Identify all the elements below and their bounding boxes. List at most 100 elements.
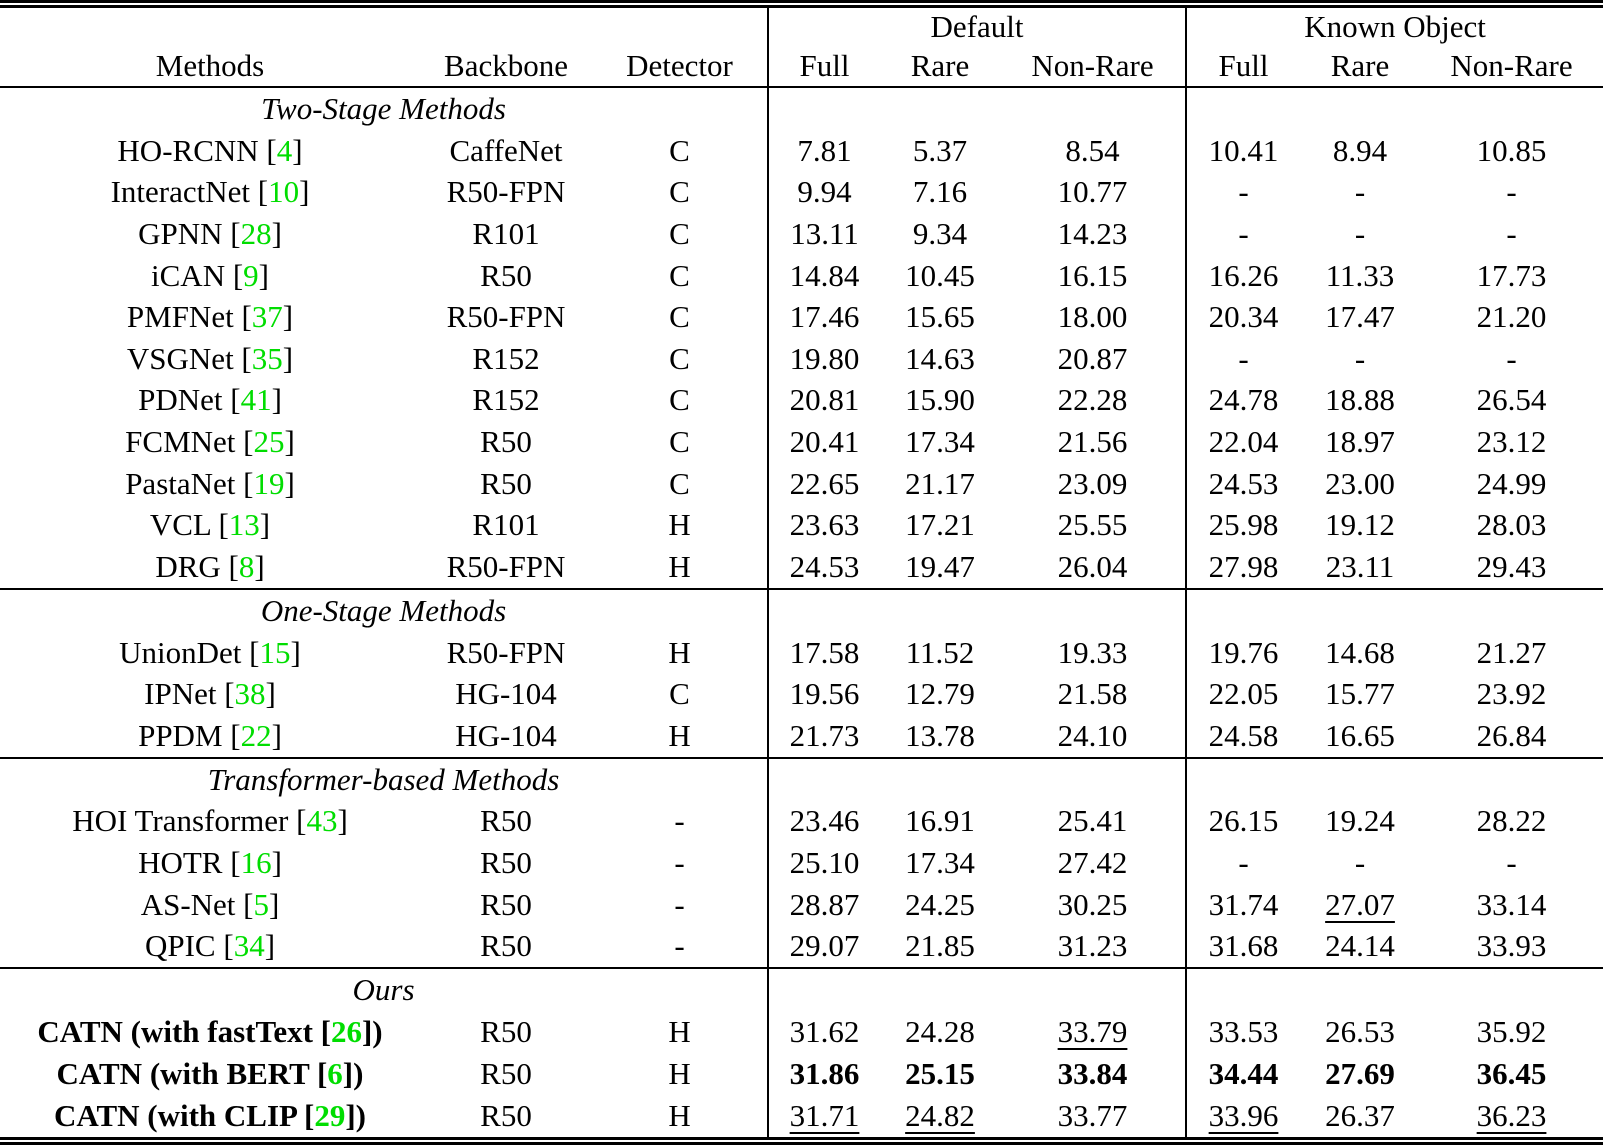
table-row: CATN (with BERT [6]) R50 H 31.86 25.15 33.84 3… — [0, 1052, 1603, 1095]
citation-number: 4 — [276, 132, 293, 168]
value-cell: 17.21 — [880, 505, 1000, 547]
value-cell: 16.26 — [1185, 254, 1301, 297]
value-text: - — [1506, 845, 1517, 881]
value-text: 23.63 — [789, 507, 860, 543]
col-header-known-full: Full — [1185, 46, 1301, 88]
value-text: 17.73 — [1476, 257, 1547, 293]
value-cell: 19.12 — [1300, 505, 1420, 547]
value-cell: 21.20 — [1420, 296, 1603, 338]
value-text: 31.71 — [789, 1097, 860, 1133]
value-cell: 27.07 — [1300, 884, 1420, 926]
value-text: 26.84 — [1476, 717, 1547, 753]
value-text: 23.92 — [1476, 676, 1547, 712]
value-text: 20.41 — [789, 424, 860, 460]
value-cell: 33.53 — [1185, 1011, 1301, 1053]
method-cell: DRG [8] — [0, 546, 420, 589]
value-cell: 27.42 — [1000, 842, 1186, 884]
section-header-row: Ours — [0, 967, 1603, 1012]
method-cell: PastaNet [19] — [0, 463, 420, 505]
backbone-cell: R50-FPN — [446, 634, 566, 670]
value-cell: - — [1300, 338, 1420, 380]
value-cell: 5.37 — [880, 130, 1000, 172]
section-header-row: One-Stage Methods — [0, 588, 1603, 632]
value-cell: 33.84 — [1000, 1053, 1186, 1095]
table-row: VCL [13] R101 H 23.63 17.21 25.55 25.98 19.12 28… — [0, 504, 1603, 547]
method-cell: HOTR [16] — [0, 842, 420, 884]
value-cell: 33.93 — [1420, 926, 1603, 969]
value-cell: 24.25 — [880, 884, 1000, 926]
method-label-close: ] — [271, 845, 282, 881]
value-text: 19.33 — [1057, 634, 1128, 670]
method-label: UnionDet [ — [119, 634, 260, 670]
value-cell: 25.55 — [1000, 505, 1186, 547]
value-cell: 13.78 — [880, 715, 1000, 758]
table-row: CATN (with fastText [26]) R50 H 31.62 24.28 3… — [0, 1011, 1603, 1053]
value-text: 26.53 — [1325, 1014, 1395, 1049]
value-cell: - — [1420, 171, 1603, 213]
value-cell: 23.46 — [767, 800, 881, 843]
value-cell: 11.33 — [1300, 255, 1420, 297]
detector-cell: - — [674, 845, 685, 881]
table-row: CATN (with CLIP [29]) R50 H 31.71 24.82 33.77… — [0, 1094, 1603, 1141]
value-cell: 19.76 — [1185, 631, 1301, 674]
value-text: 9.34 — [912, 215, 968, 251]
value-cell: 15.65 — [880, 296, 1000, 338]
value-cell: 22.28 — [1000, 380, 1186, 422]
value-cell: 10.41 — [1185, 129, 1301, 172]
value-cell: - — [1420, 213, 1603, 255]
value-text: 24.99 — [1476, 465, 1547, 501]
section-spacer-default — [767, 87, 1187, 130]
value-text: 33.93 — [1476, 928, 1547, 964]
value-text: 17.34 — [905, 845, 975, 881]
table-row: PMFNet [37] R50-FPN C 17.46 15.65 18.00 20.34 1… — [0, 296, 1603, 338]
value-cell: 24.10 — [1000, 715, 1186, 758]
detector-cell: C — [669, 257, 690, 293]
method-label-close: ] — [258, 257, 269, 293]
value-text: 24.53 — [1208, 465, 1279, 501]
value-text: - — [1354, 845, 1366, 881]
value-cell: 9.94 — [767, 171, 881, 214]
value-text: 14.63 — [905, 340, 975, 376]
table-row: FCMNet [25] R50 C 20.41 17.34 21.56 22.04 18.97… — [0, 421, 1603, 463]
detector-cell: H — [668, 507, 691, 543]
method-label-close: ] — [299, 174, 310, 210]
value-text: 24.53 — [789, 549, 860, 585]
value-cell: 28.03 — [1420, 505, 1603, 547]
value-text: 13.78 — [905, 717, 975, 753]
table-row: HOI Transformer [43] R50 - 23.46 16.91 25.41 2… — [0, 800, 1603, 843]
value-text: 8.54 — [1065, 132, 1120, 168]
citation-number: 41 — [240, 382, 272, 418]
detector-cell: C — [669, 424, 690, 460]
value-text: 14.23 — [1057, 215, 1128, 251]
table-row: QPIC [34] R50 - 29.07 21.85 31.23 31.68 24.14 33… — [0, 925, 1603, 969]
value-cell: 31.68 — [1185, 925, 1301, 969]
value-cell: 23.11 — [1300, 546, 1420, 589]
value-cell: - — [1420, 842, 1603, 884]
value-text: 10.77 — [1057, 174, 1128, 210]
value-text: 23.12 — [1476, 424, 1547, 460]
value-cell: 26.84 — [1420, 715, 1603, 758]
value-text: 16.15 — [1057, 257, 1128, 293]
value-cell: 24.82 — [880, 1094, 1000, 1141]
value-text: 19.80 — [789, 340, 860, 376]
value-text: 27.07 — [1325, 886, 1395, 922]
method-label: QPIC [ — [144, 928, 234, 964]
section-title: One-Stage Methods — [0, 588, 769, 632]
detector-cell: C — [669, 340, 690, 376]
value-cell: 16.15 — [1000, 255, 1186, 297]
table-row: DRG [8] R50-FPN H 24.53 19.47 26.04 27.98 23.11… — [0, 546, 1603, 589]
value-cell: 15.77 — [1300, 673, 1420, 715]
value-text: 23.46 — [789, 803, 860, 839]
value-text: 33.96 — [1208, 1097, 1279, 1133]
value-text: 12.79 — [905, 676, 975, 712]
method-label-close: ] — [271, 382, 282, 418]
value-cell: 14.23 — [1000, 213, 1186, 255]
value-text: 22.04 — [1208, 424, 1279, 460]
value-cell: 22.05 — [1185, 673, 1301, 716]
value-text: 22.65 — [789, 465, 860, 501]
value-text: 24.28 — [905, 1014, 975, 1049]
backbone-cell: R50 — [480, 1097, 532, 1133]
value-cell: 20.81 — [767, 379, 881, 422]
value-text: 33.77 — [1057, 1097, 1128, 1133]
value-text: 27.42 — [1057, 845, 1128, 881]
